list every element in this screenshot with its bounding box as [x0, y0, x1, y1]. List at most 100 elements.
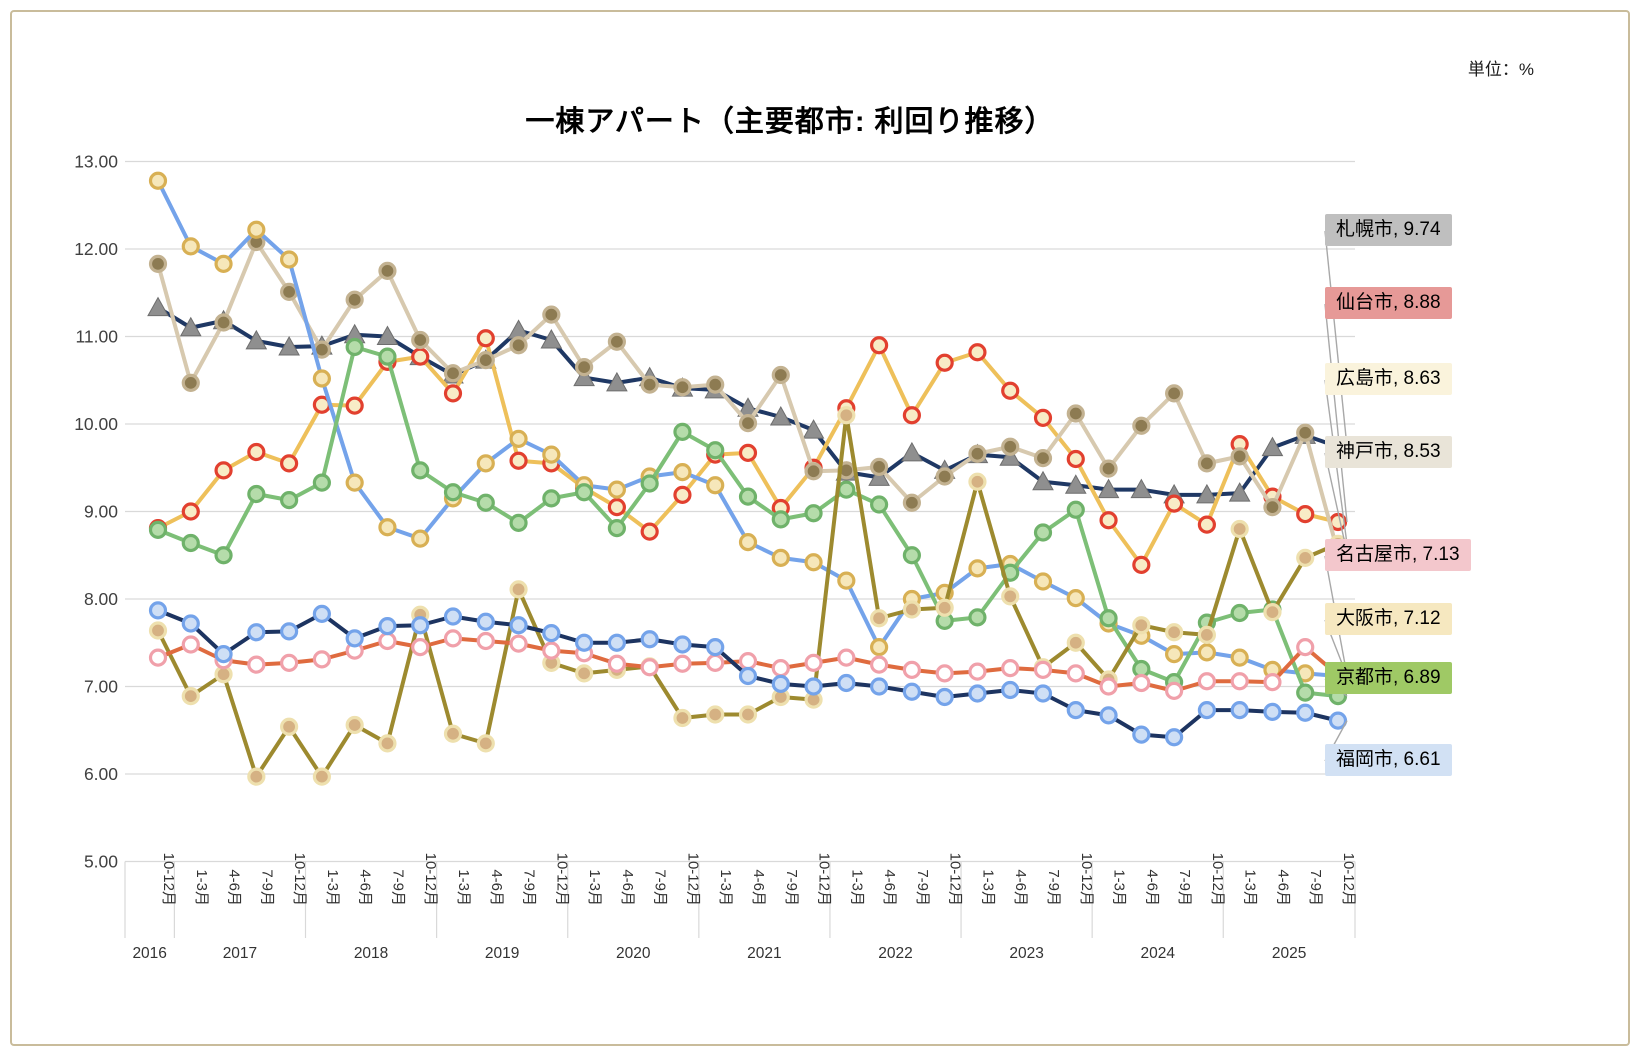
legend-leader-sendai: [1324, 303, 1348, 523]
marker-nagoya: [738, 652, 758, 671]
marker-hiroshima: [870, 609, 889, 628]
x-axis-quarter-label: 1-3月: [193, 869, 210, 906]
marker-kobe: [411, 330, 430, 350]
marker-fukuoka: [673, 635, 692, 654]
legend-leader-sapporo: [1324, 230, 1348, 447]
marker-sendai: [443, 384, 463, 403]
marker-kyoto: [607, 519, 626, 538]
marker-nagoya: [378, 631, 397, 651]
marker-fukuoka: [902, 682, 921, 701]
marker-nagoya: [771, 659, 790, 678]
x-axis-quarter-label: 4-6月: [357, 869, 374, 906]
marker-kyoto: [738, 487, 758, 506]
legend-callout-hiroshima: 広島市, 8.63: [1325, 363, 1452, 395]
marker-kyoto: [804, 504, 823, 523]
marker-nagoya: [476, 631, 495, 651]
marker-sapporo: [376, 325, 399, 345]
marker-fukuoka: [1263, 702, 1282, 721]
marker-osaka: [214, 254, 233, 273]
x-axis-quarter-label: 10-12月: [816, 853, 833, 906]
x-axis-year-label: 2017: [223, 945, 257, 962]
marker-fukuoka: [607, 633, 626, 652]
marker-nagoya: [607, 654, 626, 673]
marker-hiroshima: [345, 715, 364, 735]
marker-sendai: [1132, 555, 1151, 574]
marker-fukuoka: [1197, 701, 1216, 720]
marker-nagoya: [902, 660, 921, 679]
marker-hiroshima: [575, 664, 594, 683]
x-axis-quarter-label: 1-3月: [1111, 869, 1128, 906]
marker-fukuoka: [575, 633, 594, 652]
x-axis-quarter-label: 7-9月: [652, 869, 669, 906]
marker-hiroshima: [247, 767, 266, 786]
marker-hiroshima: [476, 734, 495, 753]
marker-osaka: [1033, 572, 1053, 591]
marker-sapporo: [507, 319, 530, 339]
marker-sapporo: [1261, 436, 1284, 457]
marker-hiroshima: [509, 580, 528, 599]
marker-nagoya: [148, 648, 168, 667]
marker-fukuoka: [148, 601, 168, 620]
marker-osaka: [476, 454, 495, 473]
x-axis-quarter-label: 7-9月: [1045, 869, 1062, 906]
x-axis-quarter-label: 10-12月: [1209, 853, 1226, 906]
marker-kyoto: [312, 473, 331, 492]
marker-kobe: [935, 467, 954, 486]
marker-fukuoka: [771, 674, 790, 693]
marker-sapporo: [1097, 478, 1120, 499]
marker-hiroshima: [902, 600, 921, 619]
marker-fukuoka: [1328, 711, 1348, 730]
x-axis-quarter-label: 4-6月: [619, 869, 636, 906]
marker-fukuoka: [476, 612, 495, 631]
x-axis-quarter-label: 10-12月: [553, 853, 570, 906]
marker-fukuoka: [1001, 680, 1020, 700]
marker-fukuoka: [870, 677, 889, 696]
marker-nagoya: [804, 653, 823, 672]
marker-fukuoka: [1165, 728, 1184, 747]
x-axis-quarter-label: 1-3月: [717, 869, 734, 906]
x-axis-quarter-label: 1-3月: [455, 869, 472, 906]
marker-sendai: [181, 502, 200, 521]
marker-kyoto: [148, 520, 168, 539]
marker-kobe: [214, 313, 233, 332]
marker-sendai: [968, 343, 987, 362]
marker-hiroshima: [181, 687, 200, 706]
marker-sendai: [1033, 408, 1053, 427]
x-axis-quarter-label: 7-9月: [1176, 869, 1193, 906]
marker-hiroshima: [1197, 625, 1216, 644]
marker-kobe: [1033, 449, 1053, 468]
marker-sendai: [1099, 511, 1118, 530]
marker-fukuoka: [378, 617, 397, 636]
marker-kyoto: [247, 484, 266, 504]
marker-sendai: [345, 396, 364, 415]
marker-osaka: [1165, 645, 1184, 664]
marker-kobe: [640, 375, 659, 394]
legend-callout-kobe: 神戸市, 8.53: [1325, 436, 1452, 468]
marker-kyoto: [345, 337, 364, 357]
x-axis-year-label: 2019: [485, 945, 519, 962]
marker-nagoya: [312, 650, 331, 669]
y-axis-tick-label: 11.00: [76, 327, 119, 347]
marker-sendai: [902, 406, 921, 425]
marker-nagoya: [1197, 672, 1216, 691]
marker-kyoto: [640, 474, 659, 493]
marker-osaka: [1230, 648, 1249, 667]
marker-osaka: [968, 559, 987, 578]
marker-kobe: [1197, 454, 1216, 473]
marker-kyoto: [837, 480, 856, 499]
marker-osaka: [1066, 589, 1085, 608]
y-axis-tick-label: 13.00: [74, 152, 118, 172]
marker-kyoto: [1066, 500, 1085, 519]
x-axis-quarter-label: 4-6月: [1143, 869, 1160, 906]
marker-sendai: [1296, 505, 1315, 524]
marker-kyoto: [673, 422, 692, 441]
marker-osaka: [247, 220, 266, 239]
marker-kyoto: [771, 510, 790, 529]
marker-nagoya: [247, 655, 266, 674]
marker-sapporo: [179, 316, 202, 337]
marker-nagoya: [640, 658, 659, 677]
marker-fukuoka: [1132, 725, 1151, 744]
x-axis-quarter-label: 1-3月: [324, 869, 341, 906]
